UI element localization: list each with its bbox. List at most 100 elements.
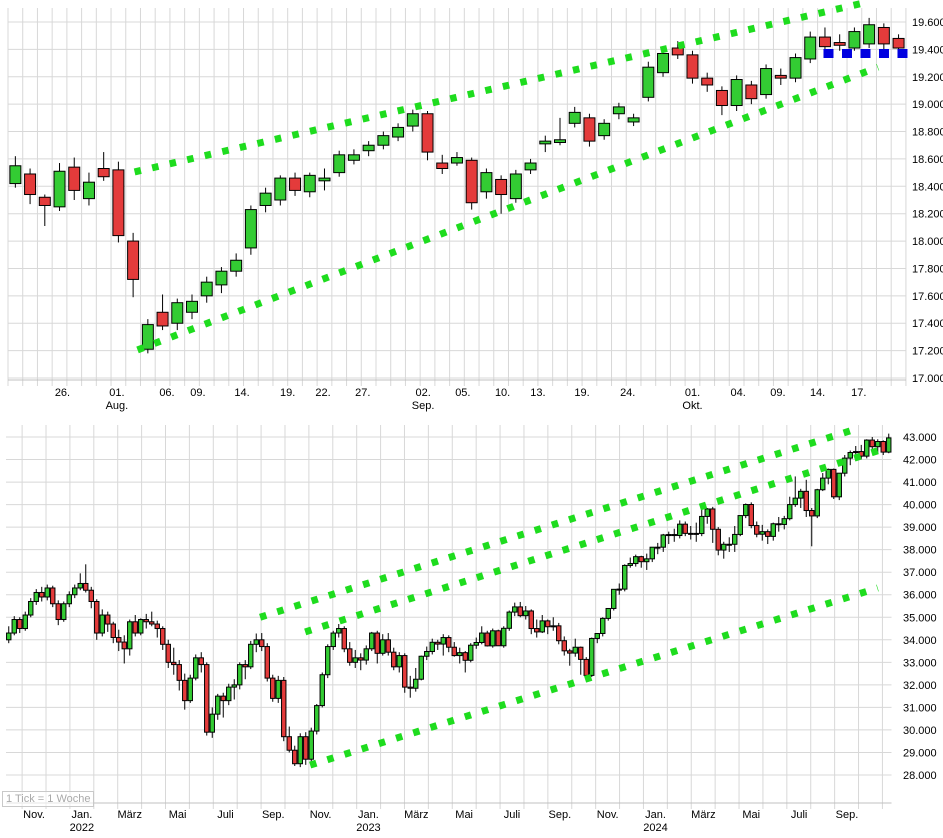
candle [176, 660, 182, 691]
x-axis-tick-label: Jan. [645, 809, 666, 821]
candle [748, 502, 754, 529]
candle [413, 667, 419, 692]
candle [209, 707, 215, 738]
candle [436, 154, 449, 174]
candle [539, 615, 545, 634]
candle [248, 640, 254, 670]
x-axis-tick-label: 13. [530, 387, 545, 399]
candle [710, 506, 716, 543]
candle [666, 531, 672, 545]
x-axis-tick-label: 17. [851, 387, 866, 399]
weekly-candlestick-chart: 43.000 42.000 41.000 40.000 39.000 38.000 37.0… [6, 425, 937, 834]
candle [495, 175, 508, 214]
upper-channel-line [259, 425, 857, 621]
candle [820, 473, 826, 492]
candle [377, 131, 390, 150]
daily-chart-panel: 19.600 19.400 19.200 19.000 18.800 18.600 18.4… [7, 0, 943, 412]
candle [611, 588, 617, 611]
candle [204, 662, 210, 736]
y-axis-tick-label: 29.000 [903, 747, 937, 759]
candle [754, 521, 760, 538]
candle [715, 527, 721, 556]
y-axis-tick-label: 39.000 [903, 522, 937, 534]
candle [286, 726, 292, 753]
candle [88, 586, 94, 609]
y-axis-tick-label: 18.600 [912, 154, 943, 166]
candle [825, 468, 831, 485]
candle [347, 642, 353, 666]
candle [352, 649, 358, 668]
candle [318, 168, 331, 191]
candle [392, 123, 405, 142]
candle [809, 507, 815, 547]
candle [160, 626, 166, 650]
x-axis-tick-label: 01. [109, 387, 124, 399]
candle [9, 156, 22, 188]
candle [244, 205, 257, 255]
candle [220, 692, 226, 718]
candle [792, 476, 798, 507]
candle [671, 528, 677, 542]
candle [539, 135, 552, 153]
candle [94, 599, 100, 640]
candle [554, 117, 566, 146]
candle [506, 610, 512, 631]
y-axis-tick-label: 18.200 [912, 209, 943, 221]
y-axis-tick-label: 41.000 [903, 477, 937, 489]
candle [281, 676, 287, 742]
x-axis-tick-label: 22. [315, 387, 330, 399]
x-axis-tick-label: 14. [810, 387, 825, 399]
candle [198, 652, 204, 673]
candle [568, 106, 581, 128]
candle [545, 619, 551, 635]
candle [605, 607, 611, 621]
candle [468, 643, 474, 663]
daily-candlestick-chart: 19.600 19.400 19.200 19.000 18.800 18.600 18.4… [7, 0, 943, 412]
x-axis-tick-label: 26. [55, 387, 70, 399]
weekly-chart-panel: 43.000 42.000 41.000 40.000 39.000 38.000 37.0… [0, 420, 943, 838]
candle [863, 17, 876, 49]
candle [28, 598, 34, 618]
candle [275, 675, 281, 703]
candle [274, 175, 287, 206]
candle [50, 585, 56, 608]
candle [406, 109, 419, 132]
trendlines [259, 425, 882, 769]
candle [671, 41, 684, 59]
candle [11, 616, 17, 636]
tick-interval-note: 1 Tick = 1 Woche [2, 791, 95, 807]
candle [451, 642, 457, 657]
candle [358, 653, 364, 671]
candle [572, 638, 578, 657]
candle [138, 618, 144, 636]
candle [253, 633, 259, 653]
candle [693, 522, 699, 542]
candle [215, 267, 228, 294]
grid [7, 8, 907, 386]
candle [495, 629, 501, 647]
candle [877, 23, 890, 50]
y-axis-tick-label: 18.400 [912, 181, 943, 193]
x-axis-tick-sublabel: 2022 [70, 822, 94, 834]
candle [230, 253, 243, 277]
candle [880, 440, 886, 456]
x-axis-tick-label: März [691, 809, 715, 821]
candle [38, 194, 51, 227]
lower-channel-line [136, 63, 880, 354]
candle [770, 522, 776, 541]
y-axis-tick-label: 19.000 [912, 99, 943, 111]
candle [831, 468, 837, 499]
candle [745, 80, 758, 105]
candle [33, 589, 39, 605]
candle [292, 745, 298, 766]
x-axis-tick-label: 10. [495, 387, 510, 399]
x-axis-tick-label: Sep. [549, 809, 572, 821]
candle [704, 507, 710, 524]
x-axis-tick-sublabel: Sep. [412, 400, 435, 412]
candle [242, 660, 248, 680]
y-axis-tick-label: 42.000 [903, 455, 937, 467]
y-axis-tick-label: 32.000 [903, 680, 937, 692]
y-axis-tick-label: 18.000 [912, 236, 943, 248]
y-axis-labels: 19.600 19.400 19.200 19.000 18.800 18.600 18.4… [912, 17, 943, 385]
candle [612, 102, 625, 120]
